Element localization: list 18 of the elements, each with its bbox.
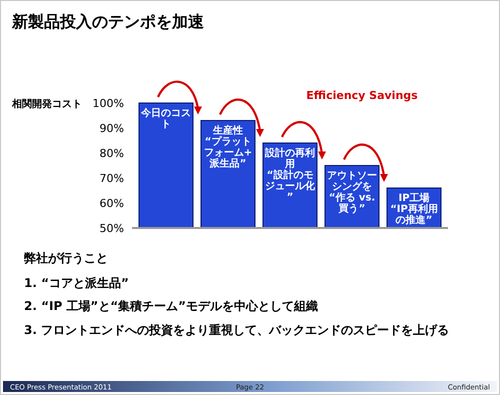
y-tick-label: 60% <box>100 197 124 210</box>
x-tick-label: 設計の再利用 “設計のモジュール化” <box>264 147 316 203</box>
x-tick-label: 今日のコスト <box>140 107 191 130</box>
y-axis-title: 相関開発コスト <box>11 98 82 110</box>
text: 3. フロントエンドへの投資をより重視して、バックエンドのスピードを上げる <box>24 323 450 337</box>
y-tick-label: 80% <box>100 147 124 160</box>
x-tick-label: IP工場 “IP再利用の推進” <box>390 192 438 226</box>
x-tick-label: 生産性 “プラットフォーム+派生品” <box>204 124 252 170</box>
text: 1. “コアと派生品” <box>24 276 129 290</box>
text: 2. “IP 工場”と“集積チーム”モデルを中心として組織 <box>24 299 318 313</box>
y-tick-label: 50% <box>100 222 124 235</box>
y-tick-label: 100% <box>92 97 124 110</box>
y-tick-label: 90% <box>100 122 124 135</box>
y-tick-label: 70% <box>100 172 124 185</box>
text: Efficiency Savings <box>306 89 418 102</box>
x-tick-label: アウトソーシングを “作る vs. 買う” <box>327 170 377 214</box>
text: 弊社が行うこと <box>24 251 108 265</box>
chart-title: 新製品投入のテンポを加速 <box>11 12 205 31</box>
